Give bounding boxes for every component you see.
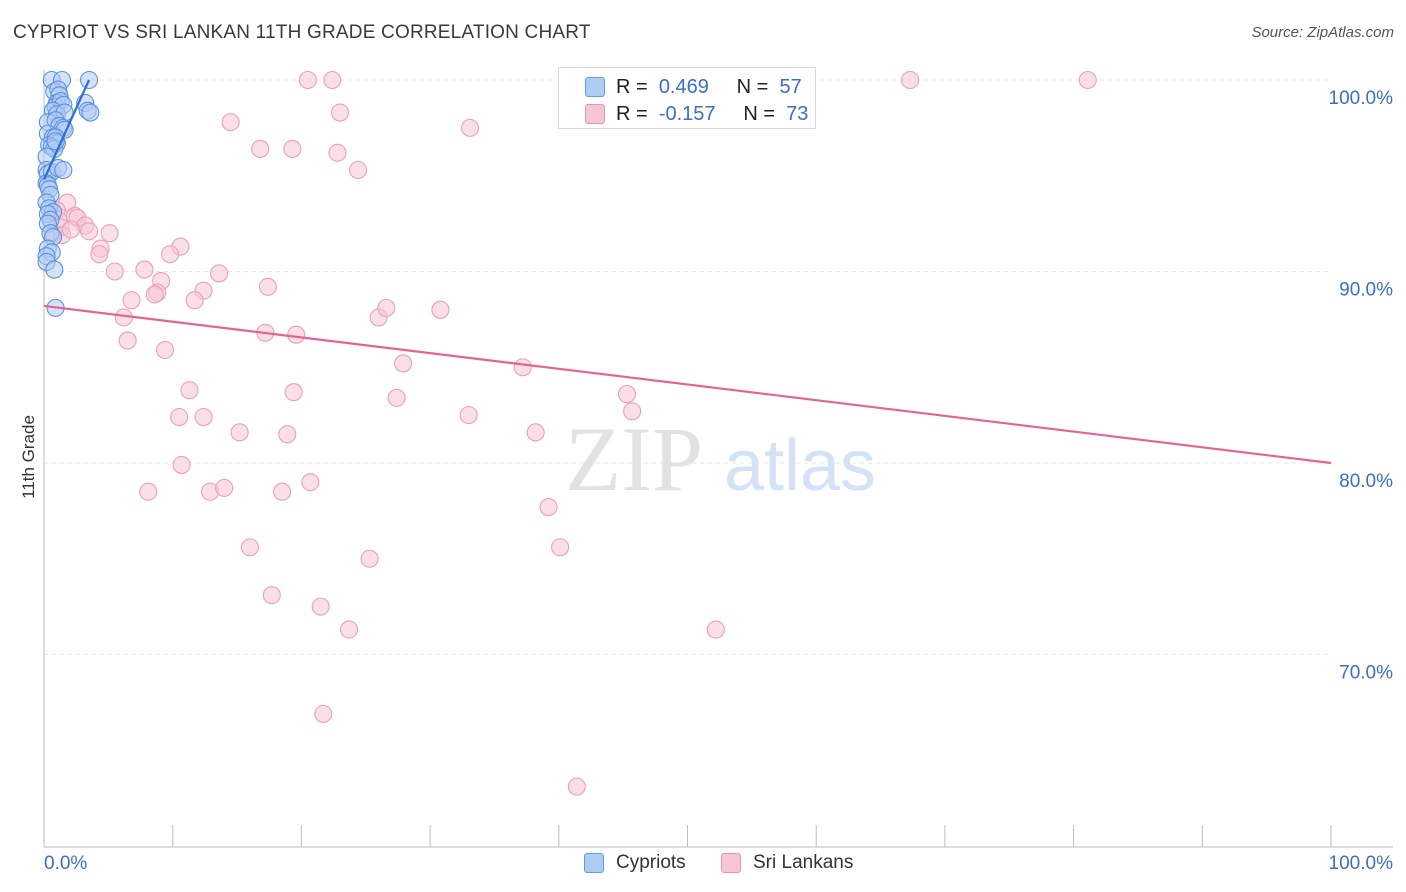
sri-lankan-point bbox=[567, 777, 586, 796]
n-value: 73 bbox=[786, 102, 809, 125]
blue-swatch bbox=[585, 77, 605, 97]
sri-lankan-point bbox=[79, 222, 99, 241]
legend-item-cypriots: Cypriots bbox=[584, 852, 686, 874]
chart-title: CYPRIOT VS SRI LANKAN 11TH GRADE CORRELA… bbox=[13, 22, 591, 43]
legend-item-sri-lankans: Sri Lankans bbox=[721, 852, 853, 874]
correlation-legend: R = 0.469 N = 57 R = -0.157 N = 73 bbox=[558, 67, 816, 129]
source-label: Source: ZipAtlas.com bbox=[1251, 24, 1394, 41]
sri-lankan-point bbox=[251, 139, 270, 158]
sri-lankan-point bbox=[230, 423, 249, 442]
sri-lankan-point bbox=[330, 103, 350, 122]
sri-lankan-point bbox=[258, 277, 277, 296]
watermark: ZIP atlas bbox=[565, 408, 876, 510]
sri-lankan-point bbox=[360, 549, 379, 568]
sri-lankan-point bbox=[301, 473, 320, 492]
sri-lankan-point bbox=[145, 285, 164, 304]
x-tick-label: 100.0% bbox=[1329, 853, 1394, 874]
legend-label-cypriots: Cypriots bbox=[616, 852, 686, 873]
sri-lankan-point bbox=[105, 262, 124, 281]
tick-labels: 100.0% 90.0% 80.0% 70.0% 0.0% 100.0% bbox=[44, 88, 1393, 874]
sri-lankan-point bbox=[215, 478, 234, 497]
y-axis-label: 11th Grade bbox=[19, 415, 38, 499]
y-tick-label: 70.0% bbox=[1339, 663, 1393, 684]
legend-row-cypriots: R = 0.469 N = 57 bbox=[585, 74, 802, 100]
sri-lankan-point bbox=[513, 358, 532, 377]
legend-label-sri-lankans: Sri Lankans bbox=[753, 852, 854, 873]
sri-lankan-point bbox=[284, 383, 303, 402]
sri-lankan-point bbox=[172, 455, 191, 474]
watermark-atlas: atlas bbox=[724, 426, 876, 506]
trend-lines bbox=[42, 79, 1332, 465]
sri-lankan-point bbox=[617, 385, 637, 404]
r-label: R = bbox=[616, 102, 648, 125]
sri-lankan-point bbox=[287, 325, 306, 344]
sri-lankan-point bbox=[431, 300, 450, 319]
cypriot-point bbox=[45, 260, 64, 279]
sri-lankan-point bbox=[170, 407, 189, 427]
y-tick-label: 80.0% bbox=[1339, 471, 1393, 492]
cypriots-points bbox=[37, 70, 100, 317]
sri-lankan-point bbox=[394, 354, 413, 373]
sri-lankan-point bbox=[278, 425, 297, 444]
sri-lankan-point bbox=[221, 113, 240, 132]
sri-lankan-point bbox=[155, 340, 175, 360]
n-label: N = bbox=[743, 102, 776, 125]
r-label: R = bbox=[616, 75, 648, 98]
sri-lankan-point bbox=[1078, 70, 1097, 90]
n-label: N = bbox=[736, 75, 769, 98]
sri-lankan-point bbox=[311, 597, 330, 616]
sri-lankan-point bbox=[459, 406, 478, 425]
watermark-zip: ZIP bbox=[565, 408, 703, 510]
sri-lankan-point bbox=[387, 388, 406, 407]
y-tick-label: 100.0% bbox=[1329, 88, 1394, 109]
pink-swatch bbox=[721, 853, 741, 873]
sri-lankan-point bbox=[339, 620, 359, 639]
sri-lankan-point bbox=[901, 70, 920, 90]
sri-lankans-points bbox=[43, 70, 1097, 796]
cypriots-trend-line bbox=[42, 79, 91, 181]
sri-lankan-point bbox=[551, 538, 570, 557]
sri-lankan-point bbox=[139, 482, 158, 501]
cypriot-point bbox=[81, 103, 100, 122]
axes bbox=[43, 70, 1393, 848]
y-tick-label: 90.0% bbox=[1339, 280, 1393, 301]
sri-lankan-point bbox=[180, 381, 199, 400]
sri-lankan-point bbox=[209, 264, 229, 283]
grid-lines bbox=[44, 79, 1331, 655]
cypriot-point bbox=[54, 160, 73, 180]
n-value: 57 bbox=[779, 75, 802, 98]
sri-lankan-point bbox=[161, 245, 180, 264]
sri-lankan-point bbox=[460, 118, 480, 137]
sri-lankan-point bbox=[328, 143, 347, 162]
sri-lankan-point bbox=[118, 331, 137, 350]
sri-lankan-point bbox=[61, 220, 81, 239]
sri-lankan-point bbox=[90, 245, 109, 264]
sri-lankan-point bbox=[194, 407, 213, 427]
sri-lankan-point bbox=[135, 260, 154, 279]
r-value: -0.157 bbox=[658, 102, 716, 125]
x-tick-label: 0.0% bbox=[44, 853, 87, 874]
r-value: 0.469 bbox=[658, 75, 709, 98]
sri-lankan-point bbox=[623, 402, 642, 421]
sri-lankan-point bbox=[323, 70, 342, 90]
sri-lankan-point bbox=[262, 586, 281, 605]
blue-swatch bbox=[584, 853, 604, 873]
sri-lankan-point bbox=[283, 139, 302, 158]
sri-lankan-point bbox=[273, 482, 292, 501]
sri-lankan-point bbox=[539, 497, 558, 517]
sri-lankan-point bbox=[185, 291, 204, 310]
sri-lankan-point bbox=[314, 704, 333, 723]
pink-swatch bbox=[585, 104, 605, 124]
legend-row-sri-lankans: R = -0.157 N = 73 bbox=[585, 101, 808, 127]
sri-lankans-trend-line bbox=[43, 304, 1332, 465]
sri-lankan-point bbox=[298, 70, 317, 90]
sri-lankan-point bbox=[240, 538, 259, 557]
sri-lankan-point bbox=[348, 160, 368, 180]
sri-lankan-point bbox=[122, 291, 141, 310]
sri-lankan-point bbox=[100, 224, 119, 243]
sri-lankan-point bbox=[377, 298, 396, 317]
sri-lankan-point bbox=[526, 423, 545, 442]
sri-lankan-point bbox=[706, 620, 725, 639]
